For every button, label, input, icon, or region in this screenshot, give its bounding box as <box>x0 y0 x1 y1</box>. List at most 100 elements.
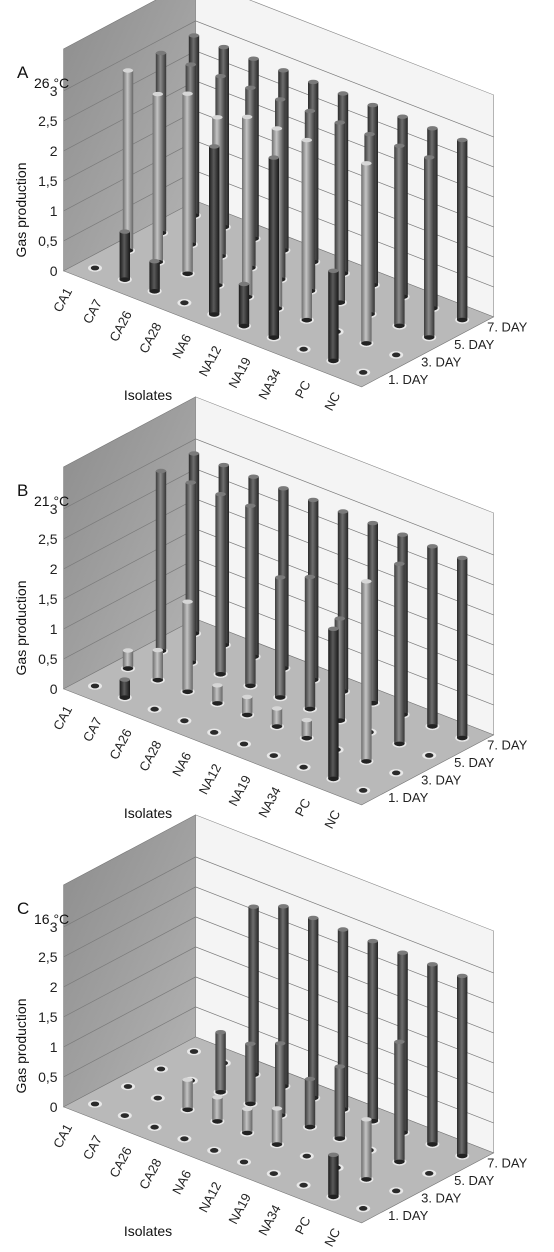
bar-base <box>152 677 163 683</box>
bar-top <box>278 904 289 909</box>
gridline <box>63 438 494 556</box>
bar-body <box>328 1154 339 1197</box>
bar-top <box>215 492 226 497</box>
bar-ca28-day3 <box>212 683 223 706</box>
bar-base <box>361 341 372 346</box>
x-tick-label: NC <box>321 807 343 831</box>
bar-top <box>248 56 259 61</box>
bar-nc-day7 <box>457 137 468 323</box>
chart-panel-b: 0 0,5 1 1,5 2 2,5 3 CA1 CA7 CA26 CA28 NA6 NA12 NA19 NA… <box>13 396 528 831</box>
bar-body <box>275 577 286 698</box>
bar-base <box>271 1142 283 1147</box>
floor-hole-center <box>239 741 249 747</box>
bar-body <box>122 70 134 251</box>
bar-top <box>334 616 345 621</box>
bar-base <box>304 706 316 712</box>
floor-hole-center <box>90 1101 100 1107</box>
bar-base <box>301 735 312 741</box>
bar-body <box>301 140 312 321</box>
bar-top <box>308 79 319 85</box>
bar-body <box>328 628 339 779</box>
bar-top <box>275 1041 286 1046</box>
bar-top <box>337 91 349 96</box>
panel-label: B <box>17 481 28 500</box>
bar-pc-day7 <box>427 962 438 1147</box>
bar-top <box>361 579 372 584</box>
x-tick-label: NA6 <box>169 1167 194 1196</box>
x-tick-label: NA6 <box>169 331 194 360</box>
bar-body <box>248 906 259 1075</box>
bar-base <box>245 683 256 688</box>
floor-hole-center <box>269 753 278 758</box>
bar-ca26-day5 <box>215 492 226 677</box>
gridline <box>63 856 494 974</box>
bar-body <box>394 145 405 326</box>
bar-ca26-day3 <box>182 599 193 694</box>
bar-na6-day7 <box>308 915 319 1101</box>
bar-top <box>334 120 345 125</box>
bar-ca7-day1 <box>119 677 130 700</box>
bar-base <box>424 335 435 340</box>
bar-base <box>328 1194 339 1199</box>
x-tick-label: NA12 <box>196 343 225 379</box>
bar-base <box>334 1136 345 1141</box>
x-tick-label: NC <box>321 1225 343 1249</box>
bar-body <box>275 1043 286 1116</box>
bar-ca28-day5 <box>245 503 256 688</box>
z-tick-label: 1 <box>50 1039 58 1055</box>
z-axis-title: Gas production <box>13 581 29 676</box>
bar-top <box>182 91 193 96</box>
floor-hole-center <box>180 300 189 306</box>
x-tick-label: NA34 <box>255 366 284 402</box>
bar-nc-day7 <box>457 555 468 741</box>
x-tick-label: NC <box>321 389 343 413</box>
bar-ca26-day3 <box>182 91 193 276</box>
bar-na6-day5 <box>275 575 286 700</box>
bar-top <box>334 1064 345 1069</box>
bar-top <box>328 626 339 631</box>
bar-ca26-day1 <box>149 259 160 294</box>
bar-base <box>361 759 372 764</box>
bar-na12-day3 <box>271 1106 283 1147</box>
chart-panel-c: 0 0,5 1 1,5 2 2,5 3 CA1 CA7 CA26 CA28 NA6 NA12 NA19 NA… <box>13 814 528 1249</box>
bar-top <box>394 1039 405 1044</box>
floor-hole-center <box>210 730 219 735</box>
bar-nc-day7 <box>457 973 468 1159</box>
bar-top <box>245 85 256 91</box>
bar-body <box>334 1066 345 1139</box>
y-tick-label: 3. DAY <box>421 1191 462 1206</box>
bar-body <box>334 122 345 303</box>
bar-base <box>457 317 468 323</box>
floor-hole-center <box>302 1153 311 1159</box>
bar-body <box>182 1079 193 1110</box>
bar-top <box>122 648 134 653</box>
bar-base <box>215 1090 226 1095</box>
z-tick-label: 1,5 <box>38 173 58 189</box>
bar-pc-day5 <box>394 561 405 746</box>
bar-body <box>394 1041 405 1162</box>
bar-base <box>361 1177 372 1182</box>
bar-body <box>367 523 378 704</box>
floor-hole-center <box>299 764 308 770</box>
z-tick-label: 2 <box>50 143 58 159</box>
bar-base <box>119 695 130 700</box>
bar-top <box>182 1077 193 1082</box>
bar-pc-day3 <box>361 161 372 346</box>
z-tick-label: 2,5 <box>38 531 58 547</box>
bar-body <box>457 139 468 320</box>
bar-body <box>427 964 438 1145</box>
bar-top <box>304 1076 316 1082</box>
bar-body <box>304 577 316 709</box>
bar-na19-day5 <box>334 120 345 305</box>
bar-top <box>394 561 405 566</box>
x-axis-title: Isolates <box>124 1223 172 1239</box>
bar-ca1-day5 <box>155 468 167 654</box>
z-tick-label: 1,5 <box>38 591 58 607</box>
floor-hole-center <box>90 265 100 271</box>
bar-nc-day5 <box>424 155 435 340</box>
bar-base <box>242 712 253 718</box>
bar-body <box>271 1108 283 1145</box>
bar-body <box>361 581 372 762</box>
bar-top <box>242 114 253 120</box>
panel-label: A <box>17 63 29 82</box>
